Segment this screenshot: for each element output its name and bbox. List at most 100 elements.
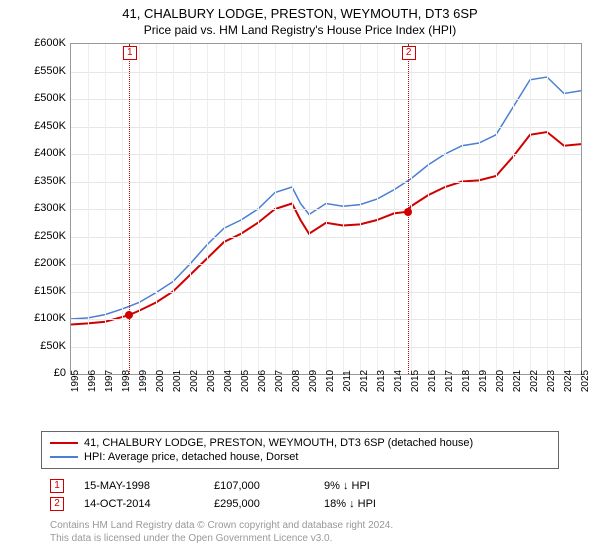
gridline-v [326, 44, 327, 374]
y-tick-label: £150K [34, 285, 66, 297]
x-tick-label: 1996 [87, 370, 98, 392]
gridline-v [241, 44, 242, 374]
x-tick-label: 1995 [70, 370, 81, 392]
legend-row: HPI: Average price, detached house, Dors… [50, 450, 550, 464]
legend-swatch [50, 456, 78, 458]
x-tick-label: 2022 [529, 370, 540, 392]
sale-row: 1 15-MAY-1998 £107,000 9% ↓ HPI [50, 477, 550, 495]
y-tick-label: £250K [34, 230, 66, 242]
gridline-v [547, 44, 548, 374]
marker-box: 2 [402, 46, 416, 60]
gridline-v [445, 44, 446, 374]
gridline-v [462, 44, 463, 374]
sale-diff: 9% ↓ HPI [324, 480, 370, 492]
x-tick-label: 2006 [257, 370, 268, 392]
sale-diff: 18% ↓ HPI [324, 498, 376, 510]
x-tick-label: 2005 [240, 370, 251, 392]
x-tick-label: 1998 [121, 370, 132, 392]
x-tick-label: 2012 [359, 370, 370, 392]
gridline-v [394, 44, 395, 374]
x-tick-label: 2025 [580, 370, 591, 392]
y-tick-label: £450K [34, 120, 66, 132]
y-tick-label: £550K [34, 65, 66, 77]
y-axis-labels: £0 £50K £100K £150K £200K £250K £300K £350K £400… [20, 43, 70, 413]
gridline-v [360, 44, 361, 374]
sale-row: 2 14-OCT-2014 £295,000 18% ↓ HPI [50, 495, 550, 513]
x-tick-label: 2024 [563, 370, 574, 392]
legend-row: 41, CHALBURY LODGE, PRESTON, WEYMOUTH, D… [50, 436, 550, 450]
gridline-v [428, 44, 429, 374]
footer-credits: Contains HM Land Registry data © Crown c… [50, 519, 550, 545]
x-tick-label: 2007 [274, 370, 285, 392]
x-tick-label: 2017 [444, 370, 455, 392]
gridline-v [224, 44, 225, 374]
sale-price: £295,000 [214, 498, 304, 510]
x-tick-label: 1999 [138, 370, 149, 392]
x-tick-label: 2015 [410, 370, 421, 392]
y-tick-label: £500K [34, 92, 66, 104]
legend-label: HPI: Average price, detached house, Dors… [84, 451, 298, 463]
sale-price: £107,000 [214, 480, 304, 492]
x-tick-label: 2014 [393, 370, 404, 392]
x-tick-label: 2013 [376, 370, 387, 392]
gridline-v [292, 44, 293, 374]
x-tick-label: 2018 [461, 370, 472, 392]
legend-label: 41, CHALBURY LODGE, PRESTON, WEYMOUTH, D… [84, 437, 473, 449]
x-tick-label: 2009 [308, 370, 319, 392]
y-tick-label: £50K [40, 340, 66, 352]
gridline-v [513, 44, 514, 374]
x-tick-label: 2016 [427, 370, 438, 392]
x-tick-label: 2010 [325, 370, 336, 392]
footer-line2: This data is licensed under the Open Gov… [50, 532, 550, 545]
gridline-v [496, 44, 497, 374]
x-tick-label: 2002 [189, 370, 200, 392]
sale-marker: 2 [50, 497, 64, 511]
gridline-v [122, 44, 123, 374]
y-tick-label: £300K [34, 202, 66, 214]
x-tick-label: 2003 [206, 370, 217, 392]
gridline-v [275, 44, 276, 374]
x-tick-label: 2000 [155, 370, 166, 392]
gridline-v [190, 44, 191, 374]
sale-marker: 1 [50, 479, 64, 493]
x-tick-label: 2004 [223, 370, 234, 392]
gridline-v [156, 44, 157, 374]
chart-subtitle: Price paid vs. HM Land Registry's House … [0, 21, 600, 37]
x-tick-label: 2019 [478, 370, 489, 392]
x-tick-label: 2011 [342, 370, 353, 392]
y-tick-label: £600K [34, 37, 66, 49]
plot-area: 12 [70, 43, 582, 375]
marker-dot [125, 311, 133, 319]
gridline-v [309, 44, 310, 374]
sales-table: 1 15-MAY-1998 £107,000 9% ↓ HPI 2 14-OCT-2014… [50, 477, 550, 513]
gridline-v [207, 44, 208, 374]
x-tick-label: 2023 [546, 370, 557, 392]
gridline-v [105, 44, 106, 374]
gridline-v [258, 44, 259, 374]
x-tick-label: 2020 [495, 370, 506, 392]
gridline-v [479, 44, 480, 374]
gridline-v [173, 44, 174, 374]
gridline-v [377, 44, 378, 374]
sale-date: 15-MAY-1998 [84, 480, 194, 492]
gridline-v [139, 44, 140, 374]
y-tick-label: £350K [34, 175, 66, 187]
legend-box: 41, CHALBURY LODGE, PRESTON, WEYMOUTH, D… [41, 431, 559, 469]
y-tick-label: £400K [34, 147, 66, 159]
x-tick-label: 2021 [512, 370, 523, 392]
chart-title: 41, CHALBURY LODGE, PRESTON, WEYMOUTH, D… [0, 0, 600, 21]
y-tick-label: £0 [54, 367, 66, 379]
y-tick-label: £200K [34, 257, 66, 269]
x-tick-label: 2001 [172, 370, 183, 392]
marker-vline [129, 44, 130, 374]
marker-dot [404, 208, 412, 216]
sale-date: 14-OCT-2014 [84, 498, 194, 510]
legend-swatch [50, 442, 78, 444]
footer-line1: Contains HM Land Registry data © Crown c… [50, 519, 550, 532]
gridline-v [564, 44, 565, 374]
gridline-v [343, 44, 344, 374]
chart-area: £0 £50K £100K £150K £200K £250K £300K £350K £400… [20, 43, 580, 413]
x-axis-labels: 1995199619971998199920002001200220032004… [70, 377, 580, 417]
y-tick-label: £100K [34, 312, 66, 324]
gridline-v [88, 44, 89, 374]
